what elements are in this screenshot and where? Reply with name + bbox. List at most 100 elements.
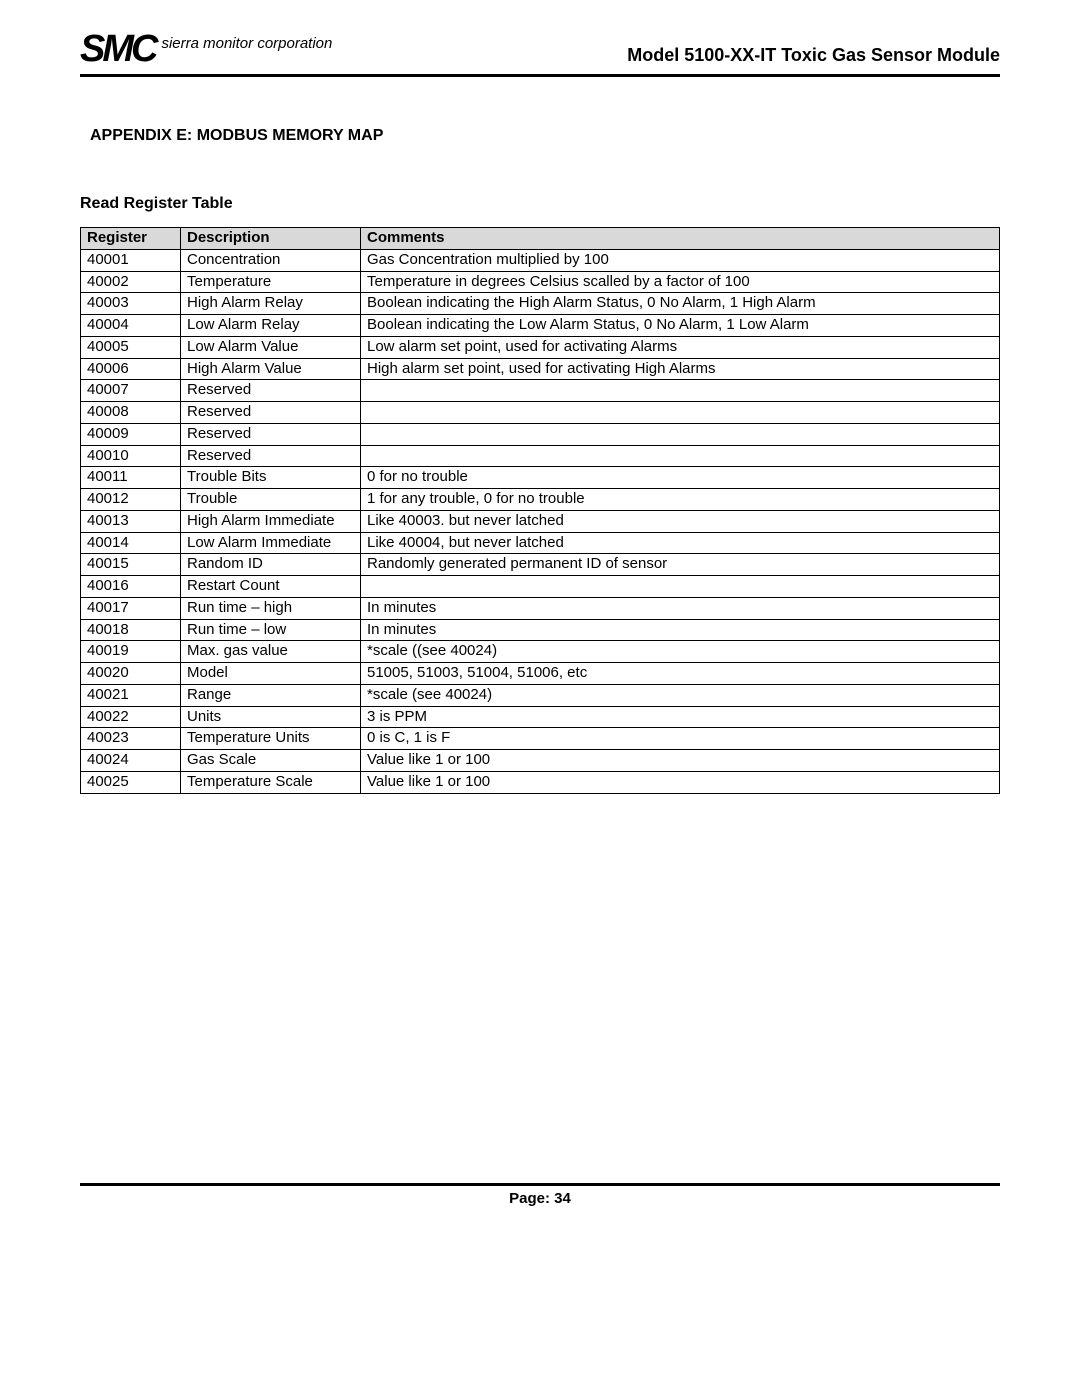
table-row: 40003High Alarm RelayBoolean indicating … [81,293,1000,315]
cell-description: Low Alarm Relay [181,315,361,337]
cell-comments: Boolean indicating the High Alarm Status… [361,293,1000,315]
cell-description: Gas Scale [181,750,361,772]
cell-comments: 0 for no trouble [361,467,1000,489]
table-row: 40010Reserved [81,445,1000,467]
cell-register: 40002 [81,271,181,293]
table-row: 40009Reserved [81,423,1000,445]
cell-register: 40020 [81,663,181,685]
cell-description: Reserved [181,423,361,445]
cell-description: Reserved [181,380,361,402]
table-title: Read Register Table [80,195,1000,213]
cell-description: Trouble Bits [181,467,361,489]
cell-description: Random ID [181,554,361,576]
cell-comments: 0 is C, 1 is F [361,728,1000,750]
table-body: 40001ConcentrationGas Concentration mult… [81,249,1000,793]
cell-comments: Like 40004, but never latched [361,532,1000,554]
table-row: 40002TemperatureTemperature in degrees C… [81,271,1000,293]
table-row: 40022Units3 is PPM [81,706,1000,728]
cell-description: Units [181,706,361,728]
cell-comments [361,445,1000,467]
cell-register: 40004 [81,315,181,337]
table-row: 40017Run time – highIn minutes [81,597,1000,619]
cell-comments [361,380,1000,402]
table-row: 40020Model51005, 51003, 51004, 51006, et… [81,663,1000,685]
cell-description: Concentration [181,249,361,271]
cell-comments: 3 is PPM [361,706,1000,728]
page-header: SMC sierra monitor corporation Model 510… [80,30,1000,77]
cell-comments: Like 40003. but never latched [361,510,1000,532]
table-row: 40012Trouble1 for any trouble, 0 for no … [81,489,1000,511]
cell-comments: Gas Concentration multiplied by 100 [361,249,1000,271]
table-row: 40023Temperature Units0 is C, 1 is F [81,728,1000,750]
cell-register: 40007 [81,380,181,402]
cell-register: 40018 [81,619,181,641]
section-title: APPENDIX E: MODBUS MEMORY MAP [90,127,1000,145]
cell-description: Model [181,663,361,685]
table-row: 40021Range*scale (see 40024) [81,684,1000,706]
cell-register: 40025 [81,771,181,793]
table-head: Register Description Comments [81,228,1000,250]
cell-register: 40008 [81,402,181,424]
cell-register: 40019 [81,641,181,663]
cell-comments: Boolean indicating the Low Alarm Status,… [361,315,1000,337]
header-title: Model 5100-XX-IT Toxic Gas Sensor Module [627,45,1000,68]
table-header-row: Register Description Comments [81,228,1000,250]
cell-register: 40011 [81,467,181,489]
cell-description: Range [181,684,361,706]
cell-comments: *scale (see 40024) [361,684,1000,706]
cell-description: Temperature [181,271,361,293]
logo-block: SMC sierra monitor corporation [80,30,332,68]
col-comments: Comments [361,228,1000,250]
col-description: Description [181,228,361,250]
table-row: 40005Low Alarm ValueLow alarm set point,… [81,336,1000,358]
cell-register: 40023 [81,728,181,750]
cell-comments: Temperature in degrees Celsius scalled b… [361,271,1000,293]
cell-register: 40017 [81,597,181,619]
table-row: 40018Run time – lowIn minutes [81,619,1000,641]
page-number: Page: 34 [509,1190,571,1207]
cell-description: Trouble [181,489,361,511]
page-container: SMC sierra monitor corporation Model 510… [0,0,1080,794]
cell-register: 40003 [81,293,181,315]
cell-description: Temperature Units [181,728,361,750]
cell-comments: *scale ((see 40024) [361,641,1000,663]
logo-text: SMC [80,30,155,68]
table-row: 40001ConcentrationGas Concentration mult… [81,249,1000,271]
table-row: 40011Trouble Bits0 for no trouble [81,467,1000,489]
cell-description: Reserved [181,445,361,467]
page-footer: Page: 34 [80,1183,1000,1207]
cell-comments [361,576,1000,598]
register-table: Register Description Comments 40001Conce… [80,227,1000,794]
cell-comments [361,423,1000,445]
table-row: 40004Low Alarm RelayBoolean indicating t… [81,315,1000,337]
cell-register: 40024 [81,750,181,772]
cell-comments: In minutes [361,597,1000,619]
cell-comments: 1 for any trouble, 0 for no trouble [361,489,1000,511]
cell-description: Max. gas value [181,641,361,663]
cell-comments [361,402,1000,424]
cell-register: 40005 [81,336,181,358]
cell-comments: 51005, 51003, 51004, 51006, etc [361,663,1000,685]
cell-register: 40016 [81,576,181,598]
table-row: 40013High Alarm ImmediateLike 40003. but… [81,510,1000,532]
cell-description: Low Alarm Immediate [181,532,361,554]
cell-register: 40012 [81,489,181,511]
cell-description: Run time – high [181,597,361,619]
cell-register: 40014 [81,532,181,554]
cell-register: 40010 [81,445,181,467]
table-row: 40024Gas ScaleValue like 1 or 100 [81,750,1000,772]
cell-register: 40013 [81,510,181,532]
cell-register: 40015 [81,554,181,576]
table-row: 40015Random IDRandomly generated permane… [81,554,1000,576]
table-row: 40008Reserved [81,402,1000,424]
col-register: Register [81,228,181,250]
cell-comments: High alarm set point, used for activatin… [361,358,1000,380]
table-row: 40019Max. gas value*scale ((see 40024) [81,641,1000,663]
cell-description: Low Alarm Value [181,336,361,358]
logo-subtext: sierra monitor corporation [161,35,332,64]
cell-register: 40021 [81,684,181,706]
cell-comments: Value like 1 or 100 [361,771,1000,793]
cell-description: High Alarm Immediate [181,510,361,532]
table-row: 40014Low Alarm ImmediateLike 40004, but … [81,532,1000,554]
table-row: 40025Temperature ScaleValue like 1 or 10… [81,771,1000,793]
